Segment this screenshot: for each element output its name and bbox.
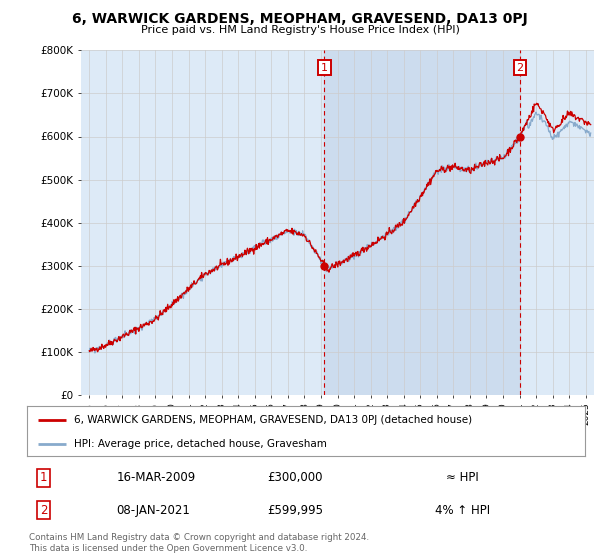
Text: 16-MAR-2009: 16-MAR-2009 — [116, 472, 196, 484]
Text: 2: 2 — [517, 63, 524, 73]
Text: 6, WARWICK GARDENS, MEOPHAM, GRAVESEND, DA13 0PJ (detached house): 6, WARWICK GARDENS, MEOPHAM, GRAVESEND, … — [74, 415, 473, 425]
Text: 1: 1 — [40, 472, 47, 484]
Bar — [325, 50, 520, 395]
Text: £599,995: £599,995 — [267, 503, 323, 516]
Text: Contains HM Land Registry data © Crown copyright and database right 2024.
This d: Contains HM Land Registry data © Crown c… — [29, 533, 369, 553]
Text: HPI: Average price, detached house, Gravesham: HPI: Average price, detached house, Grav… — [74, 439, 328, 449]
Text: Price paid vs. HM Land Registry's House Price Index (HPI): Price paid vs. HM Land Registry's House … — [140, 25, 460, 35]
Text: 2: 2 — [40, 503, 47, 516]
Text: 1: 1 — [321, 63, 328, 73]
Text: 6, WARWICK GARDENS, MEOPHAM, GRAVESEND, DA13 0PJ: 6, WARWICK GARDENS, MEOPHAM, GRAVESEND, … — [72, 12, 528, 26]
Text: 08-JAN-2021: 08-JAN-2021 — [116, 503, 190, 516]
Text: £300,000: £300,000 — [267, 472, 323, 484]
Text: 4% ↑ HPI: 4% ↑ HPI — [434, 503, 490, 516]
Text: ≈ HPI: ≈ HPI — [446, 472, 479, 484]
